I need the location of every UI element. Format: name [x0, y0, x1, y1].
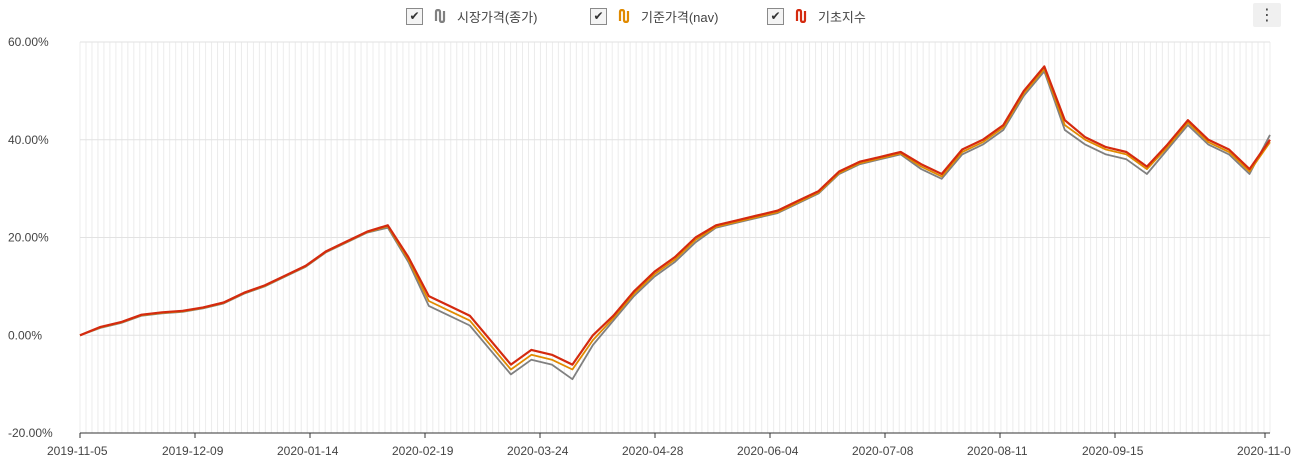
- check-icon[interactable]: ✔: [406, 7, 423, 25]
- check-icon[interactable]: ✔: [767, 7, 784, 25]
- line-series-icon: [795, 9, 807, 23]
- y-tick-label: 40.00%: [8, 133, 49, 147]
- x-tick-label: 2020-02-19: [392, 444, 454, 458]
- y-tick-label: -20.00%: [8, 426, 53, 440]
- legend-label-base-index: 기초지수: [818, 9, 866, 25]
- y-tick-label: 0.00%: [8, 328, 42, 342]
- legend-item-nav[interactable]: ✔ 기준가격(nav): [590, 4, 718, 28]
- check-icon[interactable]: ✔: [590, 7, 607, 25]
- y-tick-label: 20.00%: [8, 231, 49, 245]
- x-tick-label: 2020-03-24: [507, 444, 569, 458]
- series-line-3: [79, 65, 1271, 366]
- legend-item-market-price[interactable]: ✔ 시장가격(종가): [406, 4, 537, 28]
- line-series-icon: [434, 9, 446, 23]
- x-tick-label: 2020-04-28: [622, 444, 684, 458]
- y-tick-label: 60.00%: [8, 35, 49, 49]
- legend-label-market-price: 시장가격(종가): [457, 9, 538, 25]
- x-tick-label: 2020-01-14: [277, 444, 339, 458]
- x-tick-label: 2020-09-15: [1082, 444, 1144, 458]
- chart-legend: ✔ 시장가격(종가) ✔ 기준가격(nav) ✔ 기초지수: [0, 4, 1305, 28]
- legend-label-nav: 기준가격(nav): [641, 9, 719, 25]
- x-tick-label: 2020-08-11: [967, 444, 1028, 458]
- x-tick-label: 2019-12-09: [162, 444, 224, 458]
- series-line-1: [79, 70, 1271, 381]
- line-series-icon: [618, 9, 630, 23]
- x-tick-label: 2019-11-05: [47, 444, 108, 458]
- series-line-2: [79, 68, 1271, 371]
- more-vertical-icon[interactable]: ⋮: [1253, 3, 1281, 27]
- x-tick-label: 2020-06-04: [737, 444, 799, 458]
- x-tick-label: 2020-07-08: [852, 444, 914, 458]
- x-tick-label: 2020-11-0: [1237, 444, 1291, 458]
- legend-item-base-index[interactable]: ✔ 기초지수: [767, 4, 866, 28]
